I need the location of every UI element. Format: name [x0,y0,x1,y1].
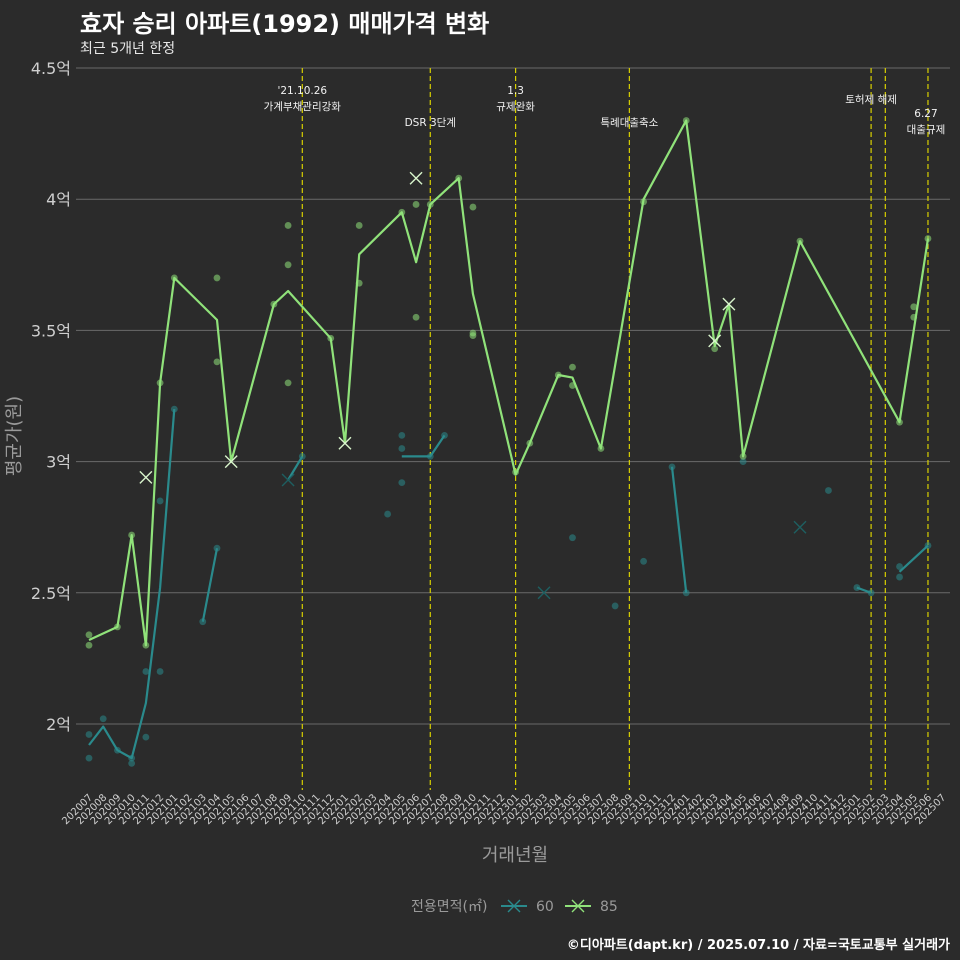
data-point [412,201,420,208]
y-axis-title: 평균가(원) [4,396,25,476]
data-point [85,731,93,738]
legend-label-85: 85 [600,899,618,915]
annotation-label: 토허제 해제 [845,93,897,106]
annotation-label: 규제완화 [496,100,535,113]
y-tick-label: 4억 [46,190,71,209]
series-line [201,547,219,622]
data-point [398,445,406,452]
cross-marker [722,297,736,311]
y-tick-label: 3.5억 [31,321,71,340]
data-point [924,235,932,242]
x-axis-title: 거래년월 [482,845,548,866]
data-point [384,510,392,518]
data-point [85,631,93,639]
legend-item-85: 85 [565,899,618,915]
data-point [142,668,150,675]
data-point [156,668,164,675]
data-point [142,733,150,741]
legend-label-60: 60 [536,899,554,915]
data-point [896,573,903,581]
x-axis-ticks: 2020072020082020092020102020112020122021… [60,792,948,827]
annotation-label: 대출규제 [907,124,946,136]
data-point [99,715,107,723]
data-point [711,345,719,353]
series-line [898,544,929,573]
annotation-label: 6.27 [914,108,937,120]
data-point [156,497,164,505]
annotation-label: 1.3 [507,85,524,97]
series-line [856,586,872,594]
cross-marker [708,334,722,348]
data-point [739,458,747,465]
data-point [85,754,93,762]
cross-marker [338,436,352,450]
data-point [213,544,221,552]
series-line [670,466,688,593]
source-caption: ©디아파트(dapt.kr) / 2025.07.10 / 자료=국토교통부 실… [566,938,950,953]
data-point [213,358,221,366]
data-point [128,759,136,767]
data-point [284,222,292,229]
plot-area [85,117,932,767]
cross-marker [224,455,238,469]
data-point [284,379,292,387]
series-85 [85,117,932,649]
data-point [284,261,292,269]
y-tick-label: 4.5억 [31,59,71,78]
data-point [569,363,576,371]
series-line [88,119,930,647]
data-point [412,313,420,321]
annotation-label: '21.10.26 [277,85,327,97]
data-point [896,563,903,570]
series-line [401,434,446,458]
annotation-label: 가계부채관리강화 [264,101,342,113]
data-point [682,589,690,597]
legend: 전용면적(㎡) 60 85 [411,899,618,915]
gridlines [76,67,950,725]
cross-marker [793,520,807,534]
y-tick-label: 3억 [46,453,71,472]
data-point [611,602,619,610]
data-point [398,431,406,439]
cross-marker [537,586,551,600]
y-tick-label: 2억 [46,715,71,734]
data-point [398,479,406,486]
data-point [355,222,363,229]
y-tick-label: 2.5억 [31,584,71,603]
annotation-label: 특례대출축소 [600,117,658,129]
data-point [85,641,93,649]
data-point [640,557,647,565]
cross-marker [409,171,423,185]
annotation-label: DSR 3단계 [405,117,456,129]
chart-title: 효자 승리 아파트(1992) 매매가격 변화 [80,10,490,38]
data-point [910,303,918,311]
data-point [469,332,477,340]
series-line [88,409,176,760]
y-axis-ticks: 2억 2.5억 3억 3.5억 4억 4.5억 [31,59,71,734]
cross-marker [281,473,295,487]
data-point [213,274,221,282]
data-point [825,487,832,494]
series-line [287,455,304,481]
chart-subtitle: 최근 5개년 한정 [80,41,176,57]
series-60 [85,405,932,767]
data-point [569,534,576,542]
policy-event-lines [301,68,929,790]
legend-item-60: 60 [501,899,554,915]
legend-title: 전용면적(㎡) [411,899,487,915]
cross-marker [139,470,153,484]
data-point [469,203,477,211]
